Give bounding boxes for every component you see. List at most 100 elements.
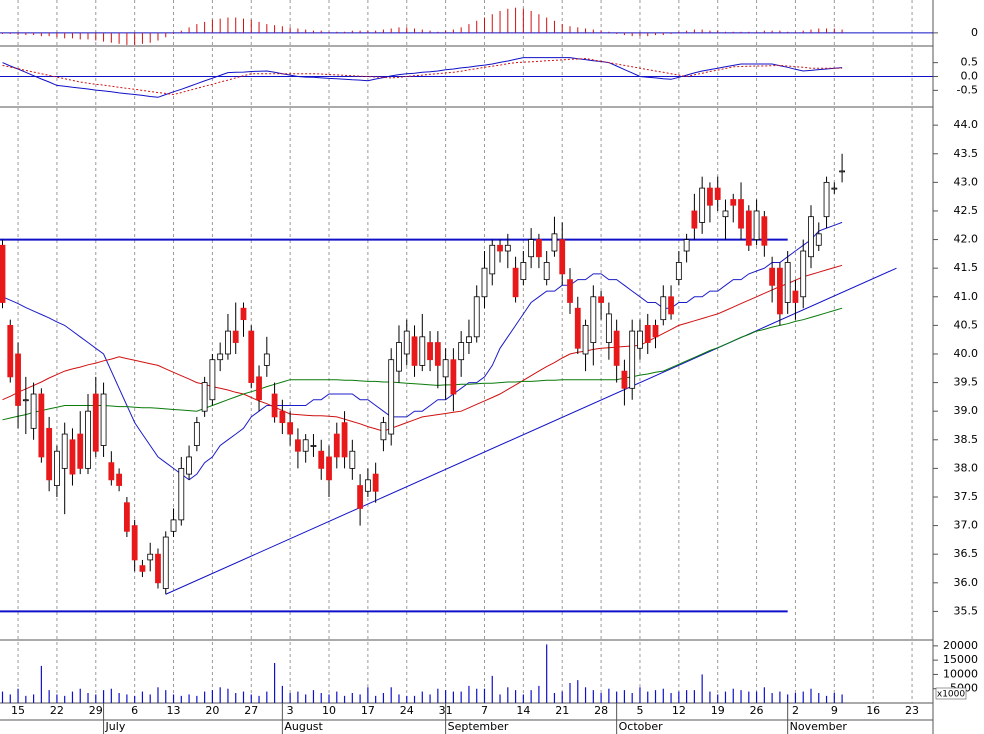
candle-body [831,187,838,190]
x-tick-label: 23 [905,704,919,717]
x-tick-label: 26 [750,704,764,717]
y-tick-label: 35.5 [954,604,979,617]
candle-body [777,267,783,315]
candle-body [551,233,558,252]
x-tick-label: 28 [594,704,608,717]
x-tick-label: 15 [11,704,25,717]
y-tick-label: 36.5 [954,547,979,560]
candle-body [155,553,161,584]
candle-body [582,324,589,355]
month-label: November [790,720,848,733]
candle-body [263,353,270,366]
month-label: September [448,720,509,733]
candle-body [411,336,418,366]
candle-body [69,439,76,475]
candle-body [38,393,45,458]
trend-line [165,267,897,595]
candle-body [240,307,247,321]
candle-body [217,353,224,361]
x-tick-label: 5 [636,704,643,717]
candle-body [209,359,216,401]
candle-body [434,342,441,366]
x-tick-label: 22 [50,704,64,717]
y-tick-label: 39.5 [954,376,979,389]
x-tick-label: 3 [287,704,294,717]
x-tick-label: 17 [361,704,375,717]
candle-body [341,422,348,458]
candle-body [178,467,185,521]
candle-body [22,399,29,402]
candle-body [46,427,53,481]
x-tick-label: 6 [131,704,138,717]
candle-body [800,250,807,298]
x-tick-label: 2 [792,704,799,717]
candle-body [427,342,433,361]
x-tick-label: 29 [89,704,103,717]
candle-body [574,307,581,349]
candle-body [318,450,325,469]
y-tick-label: 37.0 [954,519,979,532]
candle-body [131,525,138,561]
candle-body [652,324,659,338]
candle-body [567,279,573,303]
y-tick-label: 44.0 [954,118,979,131]
candle-body [287,422,294,435]
y-tick-label: -0.5 [957,83,978,96]
candle-body [699,187,706,223]
candle-body [256,376,262,401]
y-tick-label: 37.5 [954,490,979,503]
y-tick-label: 41.0 [954,290,979,303]
candle-body [668,296,674,315]
y-tick-label: 10000 [943,667,978,680]
candle-body [396,342,402,372]
candle-body [738,199,744,229]
candle-body [730,199,737,206]
x-tick-label: 14 [516,704,530,717]
candle-body [333,433,340,458]
candle-body [193,422,200,446]
candle-body [30,393,37,429]
x-tick-label: 20 [205,704,219,717]
candle-body [162,536,169,589]
candle-body [707,187,713,206]
y-tick-label: 36.0 [954,576,979,589]
month-label: August [284,720,323,733]
candle-body [450,359,457,395]
candle-body [372,473,379,492]
candle-body [792,290,799,303]
candle-body [613,330,620,366]
candle-body [691,210,698,229]
candle-body [753,210,760,240]
candle-body [403,330,410,355]
x-tick-label: 27 [244,704,258,717]
y-tick-label: 41.5 [954,261,979,274]
y-tick-label: 39.0 [954,404,979,417]
y-tick-label: 42.5 [954,204,979,217]
candle-body [364,479,371,492]
candle-body [77,433,84,469]
macd-line [2,57,843,98]
candle-body [108,462,115,481]
candle-body [201,382,208,412]
candle-body [349,450,356,469]
candle-body [458,342,465,361]
candle-body [295,439,301,452]
candle-body [769,267,776,286]
unit-label: x1000 [937,690,966,700]
candle-body [543,262,550,281]
candle-body [302,439,309,452]
candle-body [61,433,68,469]
candle-body [839,170,845,173]
candle-body [605,313,612,343]
candle-body [54,450,60,486]
moving-average [2,307,843,421]
candle-body [326,456,332,481]
candle-body [7,324,14,378]
candle-body [675,262,682,281]
moving-average [2,264,843,432]
candle-body [808,216,814,258]
candle-body [388,359,395,435]
candle-body [310,445,317,447]
